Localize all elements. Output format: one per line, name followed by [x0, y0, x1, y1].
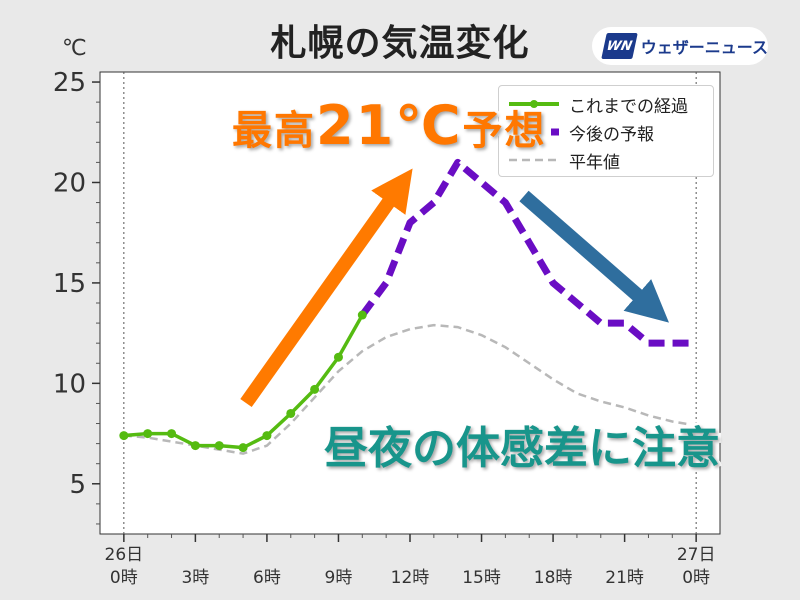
series-observed-point [310, 384, 320, 394]
x-tick-label-hour: 12時 [391, 568, 430, 588]
brand-name: ウェザーニュース [640, 38, 768, 57]
legend: これまでの経過 今後の予報 平年値 [498, 85, 714, 177]
x-tick-label-hour: 0時 [682, 568, 710, 588]
legend-label-normal: 平年値 [569, 153, 620, 173]
x-tick-label-date: 26日 [105, 545, 144, 565]
series-observed-point [143, 429, 153, 439]
rising-arrow [240, 168, 413, 408]
legend-swatch-normal [509, 158, 559, 162]
brand-badge: WN ウェザーニュース [592, 27, 768, 65]
x-tick-label-date: 27日 [677, 545, 716, 565]
caution-callout: 昼夜の体感差に注意 [321, 420, 723, 477]
series-observed-point [190, 441, 200, 451]
chart-title: 札幌の気温変化 [270, 23, 530, 64]
x-tick-label-hour: 6時 [253, 568, 281, 588]
legend-swatch-observed [509, 100, 559, 108]
max-temp-prefix: 最高 [229, 105, 317, 157]
series-observed-point [357, 310, 367, 320]
max-temp-callout: 最高21℃予想 [229, 91, 548, 160]
series-observed-point [286, 408, 296, 418]
x-tick-label-hour: 15時 [462, 568, 501, 588]
series-forecast-line [359, 158, 697, 347]
legend-swatch-forecast [509, 128, 559, 136]
series-observed-point [333, 352, 343, 362]
series-observed-point [238, 443, 248, 453]
max-temp-suffix: 予想 [460, 105, 548, 157]
series-observed-point [119, 431, 129, 441]
series-observed-point [262, 431, 272, 441]
y-tick-label: 5 [69, 470, 86, 500]
x-tick-label-hour: 3時 [181, 568, 209, 588]
y-tick-label: 15 [53, 269, 86, 299]
x-tick-label-hour: 0時 [110, 568, 138, 588]
max-temp-value: 21℃ [313, 91, 464, 160]
brand-logo: WN [601, 33, 638, 59]
x-tick-label-hour: 18時 [534, 568, 573, 588]
y-tick-label: 20 [53, 168, 86, 198]
series-observed-point [214, 441, 224, 451]
falling-arrow [519, 190, 669, 323]
series-observed-point [167, 429, 177, 439]
x-tick-label-hour: 9時 [325, 568, 353, 588]
legend-label-forecast: 今後の予報 [569, 125, 654, 145]
legend-label-observed: これまでの経過 [569, 97, 688, 117]
y-axis-unit: ℃ [62, 36, 87, 61]
y-tick-label: 10 [53, 369, 86, 399]
legend-item-normal: 平年値 [499, 146, 713, 174]
legend-item-observed: これまでの経過 [499, 90, 713, 118]
x-tick-label-hour: 21時 [605, 568, 644, 588]
legend-item-forecast: 今後の予報 [499, 118, 713, 146]
y-tick-label: 25 [53, 68, 86, 98]
